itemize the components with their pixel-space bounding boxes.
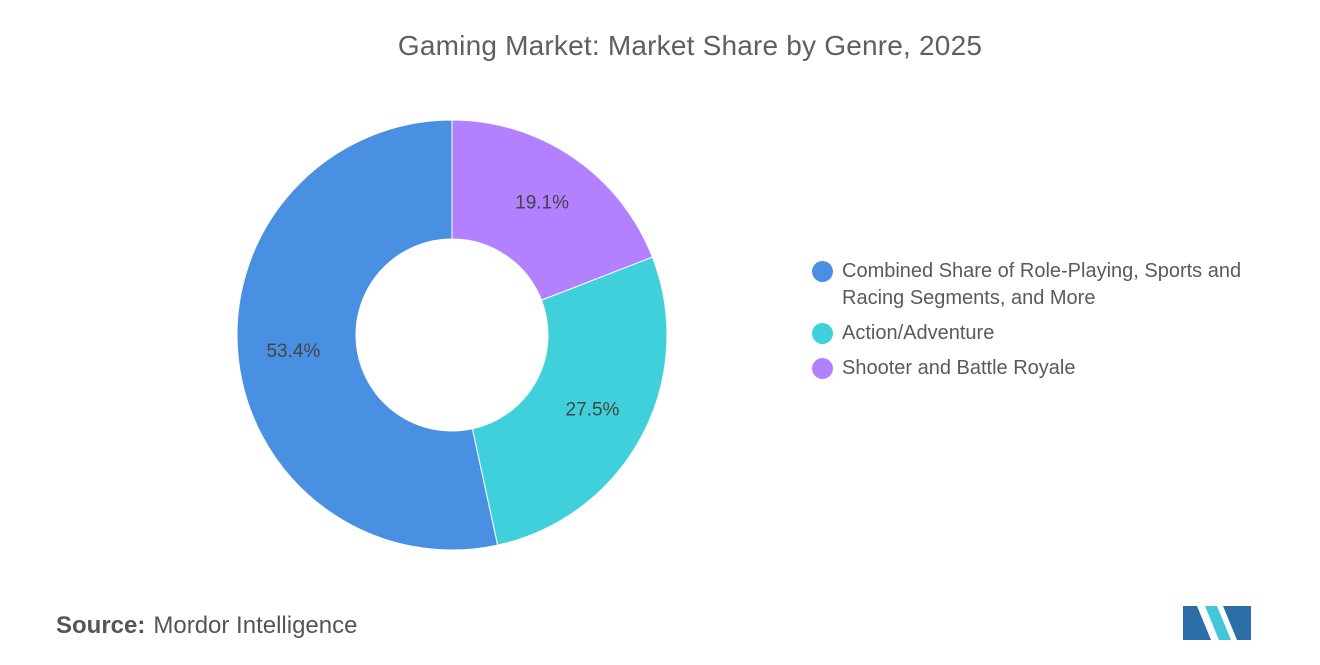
legend-swatch-action-adventure [812,323,833,344]
legend-label-combined: Combined Share of Role-Playing, Sports a… [842,260,1242,309]
legend-swatch-shooter-battle-royale [812,358,833,379]
legend-label-action-adventure: Action/Adventure [842,322,995,344]
slice-label-action-adventure: 27.5% [566,400,620,421]
source-prefix: Source: [56,612,146,639]
chart-title: Gaming Market: Market Share by Genre, 20… [397,30,983,61]
source-note: Source: Mordor Intelligence [56,612,357,640]
legend-label-shooter-battle-royale: Shooter and Battle Royale [842,357,1076,379]
legend-item-combined: Combined Share of Role-Playing, Sports a… [812,258,1292,312]
mordor-intelligence-logo [1183,606,1251,640]
legend: Combined Share of Role-Playing, Sports a… [812,258,1292,390]
slice-shooter-battle-royale [451,119,654,301]
slice-label-shooter-battle-royale: 19.1% [515,192,569,213]
slice-action-adventure [471,256,668,546]
legend-item-shooter-battle-royale: Shooter and Battle Royale [812,355,1292,382]
slice-label-combined: 53.4% [266,341,320,362]
slice-combined [236,119,499,551]
legend-swatch-combined [812,261,833,282]
legend-item-action-adventure: Action/Adventure [812,320,1292,347]
source-name: Mordor Intelligence [153,612,358,639]
